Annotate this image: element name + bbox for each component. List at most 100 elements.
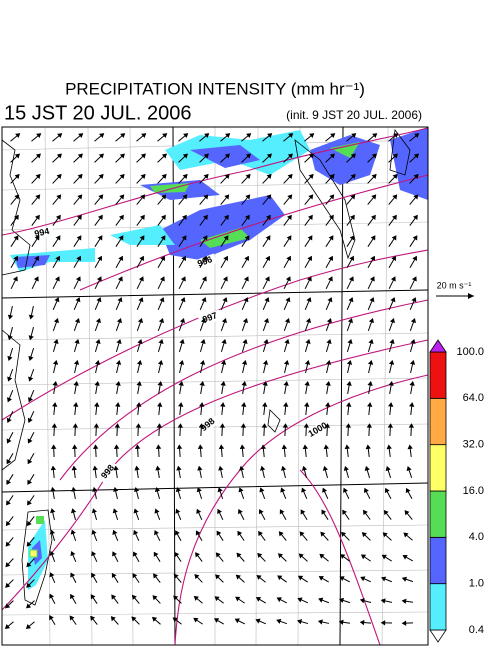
wind-vector-head xyxy=(55,235,61,241)
wind-vector-head xyxy=(303,423,310,428)
wind-vector-head xyxy=(154,487,161,493)
wind-vector-head xyxy=(196,508,202,514)
wind-vector-head xyxy=(176,465,182,471)
wind-vector-head xyxy=(304,359,311,365)
wind-vector-head xyxy=(261,423,268,428)
wind-vector-head xyxy=(330,133,336,139)
wind-vector-head xyxy=(34,255,39,261)
wind-vector-head xyxy=(307,255,312,261)
wind-vector-head xyxy=(263,338,269,345)
wind-vector-head xyxy=(177,423,184,428)
wind-vector-head xyxy=(241,359,248,365)
wind-vector-head xyxy=(409,359,416,365)
wind-vector-head xyxy=(116,318,122,324)
wind-vector-head xyxy=(92,486,98,492)
wind-vector-head xyxy=(243,276,249,282)
wind-vector-head xyxy=(181,235,187,241)
wind-vector-head xyxy=(215,574,221,580)
wind-vector-head xyxy=(56,153,62,159)
wind-vector-head xyxy=(381,554,387,560)
wind-vector-head xyxy=(405,487,411,494)
wind-vector-head xyxy=(285,297,291,303)
init-time: (init. 9 JST 20 JUL. 2006) xyxy=(286,108,422,122)
wind-vector-head xyxy=(162,133,168,139)
wind-vector-head xyxy=(26,520,32,527)
wind-vector-head xyxy=(241,402,247,407)
wind-scale: 20 m s⁻¹ xyxy=(436,280,474,299)
wind-vector-head xyxy=(202,214,208,221)
wind-vector-head xyxy=(406,466,412,472)
wind-vector-head xyxy=(27,479,33,485)
wind-vector-head xyxy=(14,194,20,200)
wind-vector-head xyxy=(76,255,81,261)
wind-vector-head xyxy=(155,465,161,471)
wind-vector-head xyxy=(5,520,11,527)
wind-vector-head xyxy=(28,376,34,382)
wind-vector-head xyxy=(266,173,272,180)
wind-vector-head xyxy=(401,620,407,626)
wind-vector-head xyxy=(133,529,139,536)
wind-vector-head xyxy=(139,255,144,261)
wind-vector-head xyxy=(74,338,80,345)
wind-vector-head xyxy=(194,573,200,580)
wind-vector-head xyxy=(70,529,76,535)
wind-vector-head xyxy=(131,594,137,600)
wind-vector-head xyxy=(77,194,83,200)
wind-vector-head xyxy=(193,595,199,601)
wind-vector-head xyxy=(245,194,251,200)
wind-vector-head xyxy=(225,133,231,139)
wind-vector-head xyxy=(279,509,285,515)
isobar-label-bg xyxy=(305,420,331,440)
wind-vector-head xyxy=(96,276,102,282)
wind-vector-head xyxy=(26,562,32,568)
wind-vector-head xyxy=(155,444,162,450)
wind-vector-head xyxy=(55,214,61,221)
wind-vector-head xyxy=(112,529,118,535)
wind-vector-head xyxy=(380,620,386,626)
wind-vector-head xyxy=(197,465,203,471)
wind-vector-head xyxy=(350,194,356,200)
colorbar-label: 100.0 xyxy=(456,346,484,358)
wind-vector-head xyxy=(371,173,377,180)
wind-vector-head xyxy=(359,598,365,604)
wind-vector-head xyxy=(160,235,166,241)
wind-vector-head xyxy=(157,402,163,407)
wind-vector-head xyxy=(217,487,223,493)
wind-vector-head xyxy=(97,235,103,241)
wind-vector-head xyxy=(286,235,292,241)
wind-vector-head xyxy=(385,465,391,472)
wind-vector-head xyxy=(393,133,399,139)
wind-vector-head xyxy=(97,255,102,261)
wind-vector-head xyxy=(70,572,76,578)
wind-vector-head xyxy=(257,552,263,559)
wind-vector-head xyxy=(53,318,59,324)
wind-vector-head xyxy=(383,509,389,516)
colorbar-over xyxy=(429,339,447,353)
wind-vector-head xyxy=(49,529,55,535)
wind-vector-head xyxy=(328,235,334,241)
wind-vector-head xyxy=(160,255,165,261)
wind-vector-head xyxy=(69,615,75,621)
wind-vector-head xyxy=(368,318,374,324)
wind-vector-head xyxy=(327,297,333,303)
wind-vector-head xyxy=(216,530,222,536)
wind-vector-head xyxy=(28,314,35,320)
wind-vector-head xyxy=(115,359,122,365)
wind-vector-head xyxy=(409,402,415,407)
wind-vector-head xyxy=(401,598,407,604)
wind-vector-head xyxy=(28,355,34,361)
wind-scale-label: 20 m s⁻¹ xyxy=(437,280,472,290)
wind-vector-head xyxy=(90,615,96,621)
wind-vector-head xyxy=(389,318,395,324)
wind-vector-head xyxy=(409,381,415,386)
wind-vector-head xyxy=(53,338,59,345)
valid-time: 15 JST 20 JUL. 2006 xyxy=(4,102,192,124)
wind-vector-head xyxy=(178,359,185,365)
wind-vector-head xyxy=(408,423,415,428)
wind-vector-head xyxy=(283,402,289,407)
wind-vector-head xyxy=(243,297,249,303)
wind-vector-head xyxy=(236,552,242,558)
wind-vector-head xyxy=(387,423,394,428)
wind-vector-head xyxy=(304,402,310,407)
wind-vector-head xyxy=(15,133,21,139)
